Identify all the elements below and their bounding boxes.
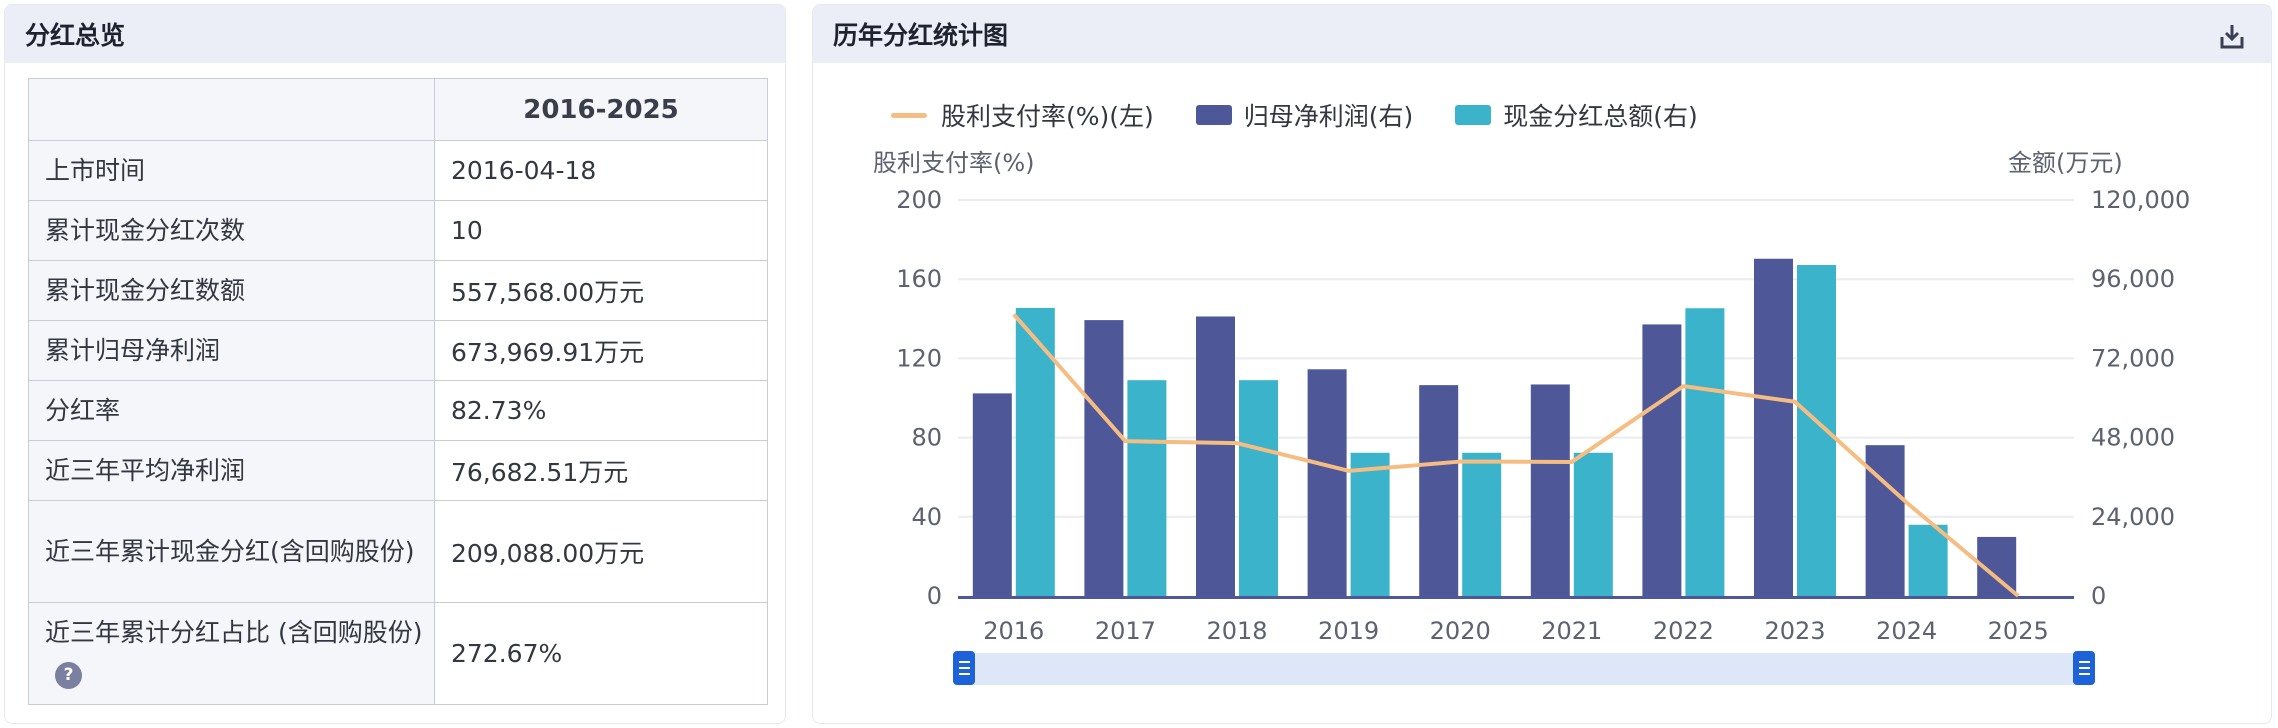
line-payout-ratio	[1012, 313, 2020, 598]
left-axis-tick-label: 120	[896, 344, 942, 372]
x-axis-tick-label: 2025	[1988, 617, 2049, 645]
bar-cash-dividend-2021	[1573, 452, 1613, 596]
x-axis-tick-label: 2024	[1876, 617, 1937, 645]
bar-net-profit-2023	[1754, 258, 1793, 596]
table-row: 累计现金分红次数 10	[28, 200, 768, 261]
bar-cash-dividend-2019	[1350, 452, 1390, 596]
legend-line-swatch	[891, 112, 927, 118]
bar-cash-dividend-2016	[1015, 307, 1055, 596]
left-axis-title: 股利支付率(%)	[873, 149, 1035, 177]
legend-bar-swatch	[1455, 105, 1492, 125]
legend-item-payout-ratio[interactable]: 股利支付率(%)(左)	[891, 97, 1154, 133]
slider-handle-end[interactable]	[2073, 651, 2095, 685]
table-row: 分红率 82.73%	[28, 380, 768, 441]
dividend-chart-panel: 历年分红统计图 股利支付率(%)(左) 归母净利润(右) 现金分红总额(右) 股…	[812, 4, 2272, 724]
row-value: 2016-04-18	[434, 140, 768, 201]
bar-net-profit-2018	[1196, 316, 1235, 596]
row-label: 累计现金分红次数	[28, 200, 435, 261]
right-axis-tick-label: 48,000	[2091, 424, 2175, 452]
bar-cash-dividend-2023	[1797, 265, 1836, 596]
bar-net-profit-2019	[1307, 369, 1347, 596]
left-axis-tick-label: 80	[911, 424, 942, 452]
row-label: 近三年累计分红占比 (含回购股份)?	[28, 602, 435, 705]
x-axis-tick-label: 2019	[1318, 617, 1379, 645]
table-row: 累计现金分红数额 557,568.00万元	[28, 260, 768, 321]
legend-item-net-profit[interactable]: 归母净利润(右)	[1195, 97, 1414, 133]
row-value: 10	[434, 200, 768, 261]
bar-net-profit-2024	[1865, 445, 1905, 596]
tick-labels: 0 0 40 24,000 80 48,000 120 72,000 160 96,000 200 1…	[896, 186, 2190, 645]
table-row: 近三年累计分红占比 (含回购股份)? 272.67%	[28, 602, 768, 705]
row-value: 557,568.00万元	[434, 260, 768, 321]
grid-lines	[958, 199, 2074, 518]
legend-bar-swatch	[1195, 105, 1232, 125]
bar-net-profit-2020	[1419, 385, 1459, 596]
legend-label: 股利支付率(%)(左)	[941, 102, 1154, 131]
bar-net-profit-2016	[972, 393, 1012, 596]
chart-header: 历年分红统计图	[813, 5, 2271, 63]
data-zoom-slider[interactable]	[953, 651, 2095, 685]
row-label: 近三年累计现金分红(含回购股份)	[28, 500, 435, 603]
download-button[interactable]	[2215, 19, 2249, 53]
left-axis-tick-label: 160	[896, 265, 942, 293]
row-label: 上市时间	[28, 140, 435, 201]
slider-handle-start[interactable]	[953, 651, 975, 685]
table-row: 近三年平均净利润 76,682.51万元	[28, 440, 768, 501]
legend-label: 现金分红总额(右)	[1503, 102, 1698, 131]
chart-title: 历年分红统计图	[833, 21, 1009, 50]
left-axis-tick-label: 40	[911, 503, 942, 531]
row-value: 209,088.00万元	[434, 500, 768, 603]
row-value: 76,682.51万元	[434, 440, 768, 501]
bar-net-profit-2017	[1084, 320, 1124, 596]
x-axis-tick-label: 2022	[1653, 617, 1714, 645]
row-value: 272.67%	[434, 602, 768, 705]
table-header-row: 2016-2025	[28, 78, 768, 141]
overview-title: 分红总览	[25, 21, 126, 50]
bar-cash-dividend-2024	[1908, 524, 1948, 596]
right-axis-tick-label: 72,000	[2091, 344, 2175, 372]
legend-label: 归母净利润(右)	[1243, 102, 1414, 131]
left-axis-tick-label: 0	[927, 582, 942, 610]
overview-table: 2016-2025 上市时间 2016-04-18 累计现金分红次数 10 累计…	[28, 78, 768, 705]
bar-net-profit-2022	[1642, 324, 1682, 596]
bar-net-profit-2021	[1530, 384, 1570, 596]
x-axis-tick-label: 2023	[1764, 617, 1825, 645]
table-header-period: 2016-2025	[434, 78, 768, 141]
table-row: 近三年累计现金分红(含回购股份) 209,088.00万元	[28, 500, 768, 603]
right-axis-tick-label: 24,000	[2091, 503, 2175, 531]
right-axis-tick-label: 96,000	[2091, 265, 2175, 293]
right-axis-title: 金额(万元)	[2008, 149, 2123, 177]
table-row: 累计归母净利润 673,969.91万元	[28, 320, 768, 381]
table-row: 上市时间 2016-04-18	[28, 140, 768, 201]
row-label: 累计归母净利润	[28, 320, 435, 381]
bar-series	[972, 258, 2017, 596]
legend-item-cash-dividend[interactable]: 现金分红总额(右)	[1455, 97, 1698, 133]
row-label-text: 近三年累计分红占比 (含回购股份)	[45, 617, 423, 647]
right-axis-tick-label: 0	[2091, 582, 2106, 610]
row-value: 673,969.91万元	[434, 320, 768, 381]
download-icon	[2220, 25, 2244, 49]
help-icon[interactable]: ?	[55, 662, 82, 689]
x-axis-tick-label: 2020	[1430, 617, 1491, 645]
bar-cash-dividend-2022	[1685, 308, 1725, 596]
row-value: 82.73%	[434, 380, 768, 441]
chart-canvas: 0 0 40 24,000 80 48,000 120 72,000 160 96,000 200 1…	[896, 186, 2190, 645]
left-axis-tick-label: 200	[896, 186, 942, 214]
row-label: 分红率	[28, 380, 435, 441]
chart-legend: 股利支付率(%)(左) 归母净利润(右) 现金分红总额(右)	[891, 97, 1740, 133]
overview-header: 分红总览	[5, 5, 785, 63]
right-axis-tick-label: 120,000	[2091, 186, 2190, 214]
row-label: 近三年平均净利润	[28, 440, 435, 501]
x-axis-tick-label: 2016	[983, 617, 1044, 645]
x-axis-tick-label: 2018	[1206, 617, 1267, 645]
bar-cash-dividend-2018	[1239, 380, 1278, 596]
bar-cash-dividend-2020	[1462, 452, 1502, 596]
payout-ratio-line-series	[1012, 313, 2020, 598]
row-label: 累计现金分红数额	[28, 260, 435, 321]
x-axis-tick-label: 2017	[1095, 617, 1156, 645]
table-header-blank	[28, 78, 435, 141]
bar-cash-dividend-2017	[1127, 380, 1167, 596]
x-axis-tick-label: 2021	[1541, 617, 1602, 645]
dividend-overview-panel: 分红总览 2016-2025 上市时间 2016-04-18 累计现金分红次数 …	[4, 4, 786, 724]
